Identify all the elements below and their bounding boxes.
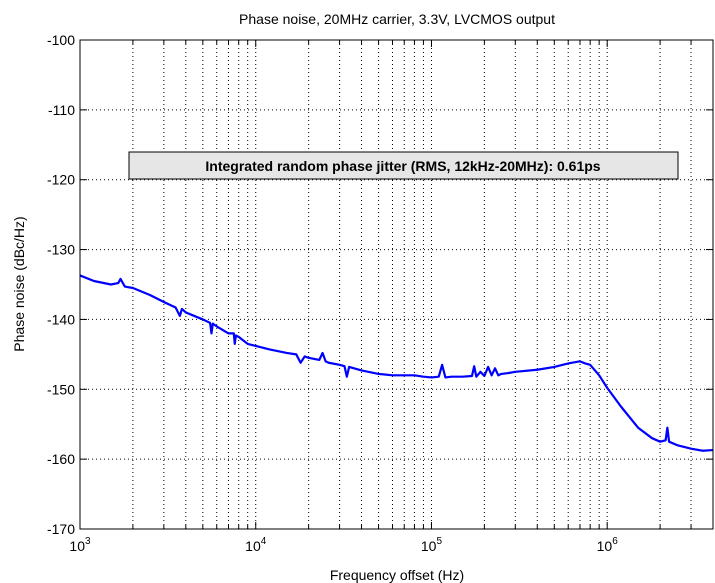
- x-tick-label: 105: [421, 536, 443, 554]
- phase-noise-series-line: [79, 274, 714, 452]
- y-tick-label: -100: [47, 32, 75, 48]
- jitter-annotation-text: Integrated random phase jitter (RMS, 12k…: [205, 158, 600, 174]
- chart-title: Phase noise, 20MHz carrier, 3.3V, LVCMOS…: [239, 11, 555, 27]
- x-tick-label: 106: [597, 536, 619, 554]
- x-tick-label: 104: [245, 536, 267, 554]
- series-layer: [79, 274, 714, 452]
- plot-background: [80, 40, 713, 529]
- y-tick-label: -120: [47, 172, 75, 188]
- y-tick-label: -130: [47, 242, 75, 258]
- y-axis-label: Phase noise (dBc/Hz): [11, 216, 27, 351]
- x-tick-label: 103: [69, 536, 91, 554]
- x-axis-label: Frequency offset (Hz): [330, 567, 464, 583]
- y-tick-label: -160: [47, 451, 75, 467]
- plot-frame: [79, 39, 714, 530]
- y-tick-label: -140: [47, 311, 75, 327]
- y-tick-label: -170: [47, 521, 75, 537]
- y-tick-label: -110: [48, 102, 75, 118]
- jitter-annotation-box: [128, 151, 679, 180]
- y-tick-label: -150: [47, 381, 75, 397]
- grid-lines: [80, 40, 713, 529]
